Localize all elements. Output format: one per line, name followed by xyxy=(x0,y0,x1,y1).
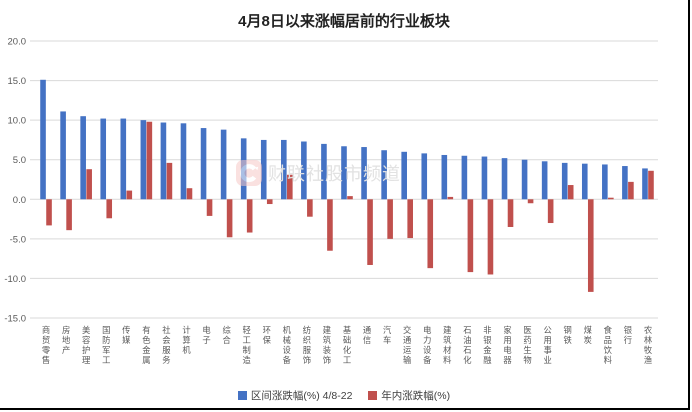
svg-text:-5.0: -5.0 xyxy=(10,234,26,245)
svg-text:10.0: 10.0 xyxy=(8,116,27,127)
svg-text:15.0: 15.0 xyxy=(8,76,27,87)
svg-text:-10.0: -10.0 xyxy=(4,274,26,285)
svg-text:-15.0: -15.0 xyxy=(4,314,26,325)
svg-text:0.0: 0.0 xyxy=(13,195,26,206)
svg-text:5.0: 5.0 xyxy=(13,155,26,166)
svg-text:20.0: 20.0 xyxy=(8,37,27,48)
